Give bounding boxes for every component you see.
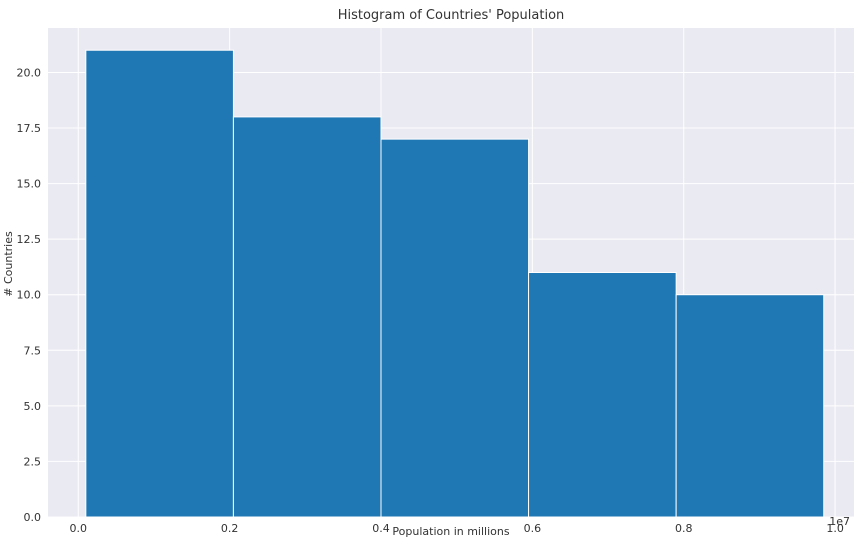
histogram-bar-5	[675, 294, 825, 518]
x-tick-label: 0.4	[372, 522, 390, 535]
x-tick-label: 0.6	[524, 522, 542, 535]
x-tick-labels: 0.0 0.2 0.4 0.6 0.8 1.0	[70, 522, 844, 535]
y-tick-label: 17.5	[17, 122, 42, 135]
x-tick-label: 0.0	[70, 522, 88, 535]
bars	[85, 49, 825, 518]
y-tick-label: 5.0	[24, 400, 42, 413]
y-tick-label: 7.5	[24, 344, 42, 357]
y-tick-label: 10.0	[17, 289, 42, 302]
y-tick-label: 20.0	[17, 66, 42, 79]
y-tick-label: 12.5	[17, 233, 42, 246]
x-tick-label: 0.8	[675, 522, 693, 535]
chart-title: Histogram of Countries' Population	[338, 8, 565, 23]
y-tick-labels: 0.0 2.5 5.0 7.5 10.0 12.5 15.0 17.5 20.0	[17, 66, 42, 524]
histogram-bar-2	[232, 116, 382, 518]
x-axis-offset-label: 1e7	[829, 515, 850, 528]
y-tick-label: 15.0	[17, 178, 42, 191]
x-axis-label: Population in millions	[392, 525, 509, 538]
histogram-bar-1	[85, 49, 234, 518]
y-tick-label: 2.5	[24, 455, 42, 468]
histogram-bar-4	[528, 272, 677, 518]
x-tick-label: 0.2	[221, 522, 239, 535]
y-axis-label: # Countries	[2, 231, 15, 297]
histogram-bar-3	[380, 138, 530, 518]
y-tick-label: 0.0	[24, 511, 42, 524]
x-tick-label: 1.0	[826, 522, 844, 535]
